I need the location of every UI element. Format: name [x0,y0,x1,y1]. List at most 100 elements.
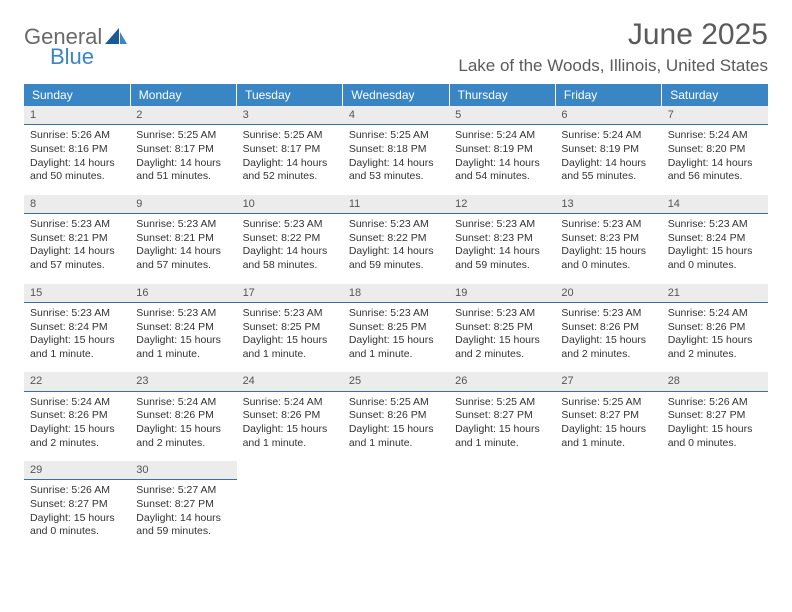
day-body-cell: Sunrise: 5:25 AMSunset: 8:27 PMDaylight:… [449,391,555,461]
title-block: June 2025 Lake of the Woods, Illinois, U… [458,18,768,76]
calendar-page: General Blue June 2025 Lake of the Woods… [0,0,792,574]
sunset-text: Sunset: 8:20 PM [668,143,762,157]
sunset-text: Sunset: 8:27 PM [30,498,124,512]
day-body-cell: Sunrise: 5:23 AMSunset: 8:21 PMDaylight:… [24,214,130,284]
day-number-row: 15161718192021 [24,284,768,303]
day-number-cell: 19 [449,284,555,303]
month-title: June 2025 [458,18,768,52]
sunrise-text: Sunrise: 5:25 AM [243,129,337,143]
day-body-row: Sunrise: 5:26 AMSunset: 8:27 PMDaylight:… [24,480,768,550]
sunrise-text: Sunrise: 5:24 AM [30,396,124,410]
daylight-text: Daylight: 15 hours and 2 minutes. [455,334,549,361]
sunset-text: Sunset: 8:21 PM [136,232,230,246]
daylight-text: Daylight: 15 hours and 0 minutes. [30,512,124,539]
sunset-text: Sunset: 8:26 PM [136,409,230,423]
sunset-text: Sunset: 8:24 PM [668,232,762,246]
weekday-header: Wednesday [343,84,449,106]
sunrise-text: Sunrise: 5:23 AM [455,218,549,232]
daylight-text: Daylight: 14 hours and 58 minutes. [243,245,337,272]
day-number-cell: 8 [24,195,130,214]
sunrise-text: Sunrise: 5:23 AM [30,307,124,321]
logo: General Blue [24,24,127,70]
daylight-text: Daylight: 14 hours and 55 minutes. [561,157,655,184]
sunrise-text: Sunrise: 5:25 AM [349,396,443,410]
day-body-cell: Sunrise: 5:24 AMSunset: 8:19 PMDaylight:… [555,125,661,195]
sunrise-text: Sunrise: 5:23 AM [668,218,762,232]
sunset-text: Sunset: 8:26 PM [30,409,124,423]
sunrise-text: Sunrise: 5:25 AM [455,396,549,410]
sunset-text: Sunset: 8:16 PM [30,143,124,157]
day-body-cell: Sunrise: 5:23 AMSunset: 8:25 PMDaylight:… [449,302,555,372]
day-body-cell: Sunrise: 5:24 AMSunset: 8:26 PMDaylight:… [24,391,130,461]
sunset-text: Sunset: 8:24 PM [136,321,230,335]
sunrise-text: Sunrise: 5:25 AM [561,396,655,410]
day-body-cell: Sunrise: 5:26 AMSunset: 8:27 PMDaylight:… [662,391,768,461]
day-number-cell: 15 [24,284,130,303]
day-number-cell: 10 [237,195,343,214]
day-body-row: Sunrise: 5:24 AMSunset: 8:26 PMDaylight:… [24,391,768,461]
day-body-cell: Sunrise: 5:25 AMSunset: 8:27 PMDaylight:… [555,391,661,461]
day-number-cell: 21 [662,284,768,303]
sunrise-text: Sunrise: 5:25 AM [136,129,230,143]
sunrise-text: Sunrise: 5:26 AM [30,129,124,143]
day-number-cell: 18 [343,284,449,303]
daylight-text: Daylight: 14 hours and 59 minutes. [455,245,549,272]
day-number-row: 891011121314 [24,195,768,214]
day-number-cell: 6 [555,106,661,125]
sunrise-text: Sunrise: 5:26 AM [668,396,762,410]
sunrise-text: Sunrise: 5:23 AM [349,307,443,321]
sunrise-text: Sunrise: 5:23 AM [349,218,443,232]
daylight-text: Daylight: 15 hours and 1 minute. [349,334,443,361]
day-number-row: 22232425262728 [24,372,768,391]
daylight-text: Daylight: 15 hours and 0 minutes. [668,245,762,272]
day-number-cell: 5 [449,106,555,125]
sunset-text: Sunset: 8:26 PM [349,409,443,423]
day-number-row: 2930 [24,461,768,480]
daylight-text: Daylight: 14 hours and 59 minutes. [349,245,443,272]
sunset-text: Sunset: 8:26 PM [668,321,762,335]
sunrise-text: Sunrise: 5:23 AM [455,307,549,321]
sunrise-text: Sunrise: 5:23 AM [243,307,337,321]
sunset-text: Sunset: 8:25 PM [349,321,443,335]
day-body-cell: Sunrise: 5:24 AMSunset: 8:26 PMDaylight:… [130,391,236,461]
daylight-text: Daylight: 15 hours and 0 minutes. [668,423,762,450]
sunset-text: Sunset: 8:27 PM [136,498,230,512]
sunrise-text: Sunrise: 5:25 AM [349,129,443,143]
daylight-text: Daylight: 15 hours and 1 minute. [561,423,655,450]
day-number-cell: 9 [130,195,236,214]
day-number-cell: 27 [555,372,661,391]
sunset-text: Sunset: 8:24 PM [30,321,124,335]
day-number-cell: 3 [237,106,343,125]
day-number-cell: 13 [555,195,661,214]
day-number-cell: 22 [24,372,130,391]
day-body-row: Sunrise: 5:23 AMSunset: 8:24 PMDaylight:… [24,302,768,372]
location-label: Lake of the Woods, Illinois, United Stat… [458,56,768,76]
sunrise-text: Sunrise: 5:24 AM [455,129,549,143]
day-body-cell [343,480,449,550]
day-number-cell: 26 [449,372,555,391]
day-body-cell [662,480,768,550]
weekday-header: Thursday [449,84,555,106]
day-body-cell: Sunrise: 5:23 AMSunset: 8:25 PMDaylight:… [237,302,343,372]
sunset-text: Sunset: 8:17 PM [136,143,230,157]
sail-icon [105,28,127,44]
sunrise-text: Sunrise: 5:23 AM [136,307,230,321]
sunset-text: Sunset: 8:26 PM [243,409,337,423]
day-body-cell: Sunrise: 5:24 AMSunset: 8:20 PMDaylight:… [662,125,768,195]
day-body-cell [449,480,555,550]
day-body-cell: Sunrise: 5:24 AMSunset: 8:26 PMDaylight:… [237,391,343,461]
daylight-text: Daylight: 14 hours and 57 minutes. [30,245,124,272]
day-body-cell: Sunrise: 5:23 AMSunset: 8:24 PMDaylight:… [130,302,236,372]
daylight-text: Daylight: 15 hours and 1 minute. [243,423,337,450]
daylight-text: Daylight: 15 hours and 1 minute. [243,334,337,361]
sunrise-text: Sunrise: 5:23 AM [561,307,655,321]
day-body-cell: Sunrise: 5:23 AMSunset: 8:24 PMDaylight:… [662,214,768,284]
daylight-text: Daylight: 14 hours and 51 minutes. [136,157,230,184]
day-body-cell: Sunrise: 5:26 AMSunset: 8:16 PMDaylight:… [24,125,130,195]
day-number-cell [555,461,661,480]
sunrise-text: Sunrise: 5:23 AM [243,218,337,232]
day-body-cell: Sunrise: 5:23 AMSunset: 8:22 PMDaylight:… [237,214,343,284]
weekday-header: Friday [555,84,661,106]
daylight-text: Daylight: 14 hours and 56 minutes. [668,157,762,184]
sunrise-text: Sunrise: 5:24 AM [668,129,762,143]
